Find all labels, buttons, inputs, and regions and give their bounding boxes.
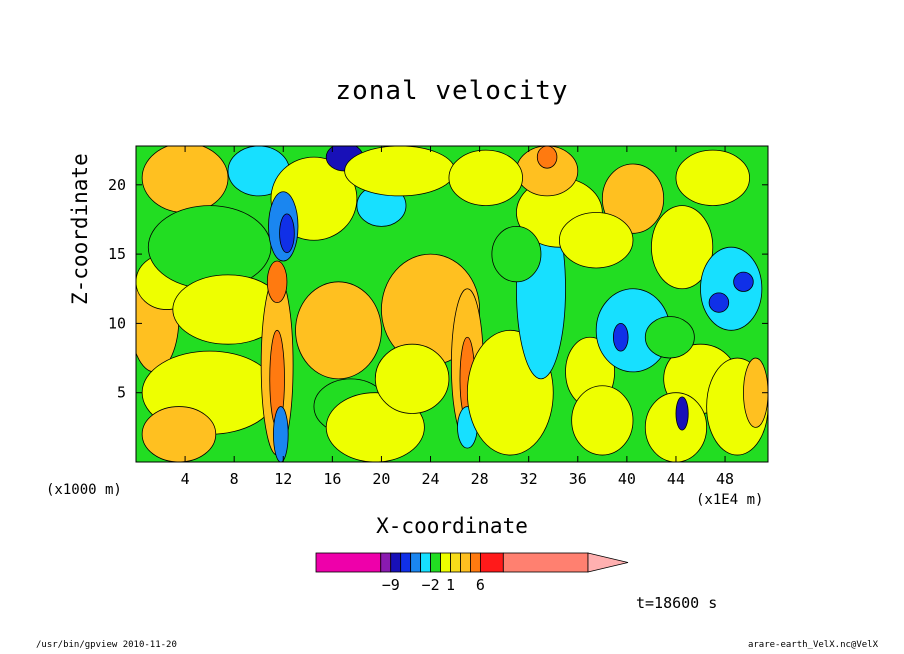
colorbar-segment [470, 552, 481, 573]
colorbar-segment [450, 552, 461, 573]
x-tick-label: 8 [230, 470, 239, 488]
x-tick-label: 36 [569, 470, 587, 488]
contour-region [273, 406, 289, 462]
contour-region [295, 281, 382, 380]
contour-region [601, 163, 665, 234]
contour-region [147, 205, 272, 290]
plot-area [136, 146, 768, 462]
y-tick-label: 5 [117, 384, 126, 402]
footer-right-info: arare-earth_VelX.nc@VelX [747, 640, 878, 650]
x-tick-label: 24 [421, 470, 439, 488]
y-tick-label: 20 [108, 176, 126, 194]
colorbar-segment [390, 552, 402, 573]
time-label: t=18600 s [636, 594, 718, 612]
contour-region [708, 292, 730, 313]
footer-left-info: /usr/bin/gpview 2010-11-20 [36, 640, 177, 650]
chart-title: zonal velocity [335, 76, 569, 106]
x-tick-label: 48 [716, 470, 734, 488]
contour-region [279, 213, 295, 254]
x-tick-label: 12 [274, 470, 292, 488]
contour-region [675, 396, 689, 431]
colorbar-label: −9 [382, 576, 400, 594]
colorbar-segment [460, 552, 471, 573]
contour-region [374, 343, 450, 414]
y-tick-label: 10 [108, 314, 126, 332]
colorbar: −9 −2 1 6 [315, 552, 629, 594]
y-tick-label: 15 [108, 245, 126, 263]
contour-region [612, 323, 629, 352]
colorbar-segment [430, 552, 441, 573]
contour-region [344, 146, 456, 197]
x-tick-label: 4 [181, 470, 190, 488]
colorbar-label: 1 [446, 576, 455, 594]
colorbar-segment [410, 552, 422, 573]
colorbar-segment [479, 552, 504, 573]
colorbar-segment [420, 552, 431, 573]
contour-region [141, 146, 229, 213]
contour-region [141, 406, 217, 462]
contour-region [266, 260, 288, 304]
x-tick-label: 16 [323, 470, 341, 488]
x-axis-unit-right: (x1E4 m) [696, 492, 764, 508]
contour-region [571, 385, 634, 456]
colorbar-segment [400, 552, 412, 573]
x-tick-label: 32 [520, 470, 538, 488]
contour-region [675, 149, 750, 206]
x-axis-unit-left: (x1000 m) [46, 482, 122, 498]
x-axis-label: X-coordinate [376, 514, 528, 538]
colorbar-segment [440, 552, 451, 573]
x-tick-label: 20 [372, 470, 390, 488]
colorbar-segment [380, 552, 392, 573]
x-tick-label: 40 [618, 470, 636, 488]
colorbar-segment [315, 552, 382, 573]
contour-region [644, 316, 695, 359]
x-tick-label: 28 [471, 470, 489, 488]
colorbar-label: −2 [422, 576, 440, 594]
contour-region [700, 246, 763, 331]
colorbar-extend-arrow [587, 552, 629, 573]
colorbar-segment [502, 552, 589, 573]
contour-region [491, 225, 542, 283]
contour-region [536, 146, 558, 169]
contour-region [644, 392, 708, 462]
contour-region [733, 271, 754, 292]
x-tick-label: 44 [667, 470, 685, 488]
contour-region [651, 205, 714, 290]
contour-region [558, 212, 634, 269]
plot-frame [135, 145, 769, 463]
contour-region [448, 149, 523, 206]
colorbar-label: 6 [476, 576, 485, 594]
